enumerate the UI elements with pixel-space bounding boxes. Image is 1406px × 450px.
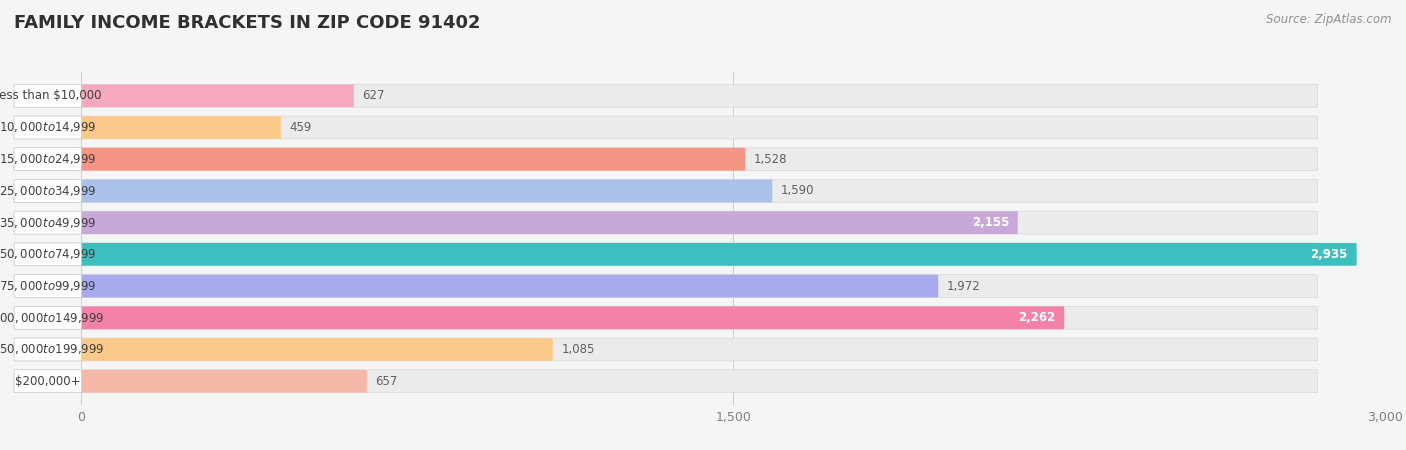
Text: 627: 627 <box>363 89 385 102</box>
FancyBboxPatch shape <box>82 180 772 202</box>
Text: $10,000 to $14,999: $10,000 to $14,999 <box>0 121 97 135</box>
FancyBboxPatch shape <box>14 338 1317 361</box>
Text: 1,528: 1,528 <box>754 153 787 166</box>
FancyBboxPatch shape <box>14 84 1317 107</box>
Text: 657: 657 <box>375 375 398 388</box>
Text: $200,000+: $200,000+ <box>15 375 80 388</box>
Text: $15,000 to $24,999: $15,000 to $24,999 <box>0 152 97 166</box>
FancyBboxPatch shape <box>14 306 82 329</box>
FancyBboxPatch shape <box>14 370 1317 393</box>
Text: $100,000 to $149,999: $100,000 to $149,999 <box>0 311 104 325</box>
Text: $50,000 to $74,999: $50,000 to $74,999 <box>0 248 97 261</box>
Text: 1,590: 1,590 <box>780 184 814 198</box>
Text: $35,000 to $49,999: $35,000 to $49,999 <box>0 216 97 230</box>
Text: 2,262: 2,262 <box>1018 311 1056 324</box>
Text: 2,935: 2,935 <box>1310 248 1348 261</box>
FancyBboxPatch shape <box>14 306 1317 329</box>
FancyBboxPatch shape <box>14 338 82 361</box>
FancyBboxPatch shape <box>14 370 82 393</box>
FancyBboxPatch shape <box>82 338 553 361</box>
FancyBboxPatch shape <box>14 148 1317 171</box>
FancyBboxPatch shape <box>14 116 1317 139</box>
FancyBboxPatch shape <box>82 116 281 139</box>
Text: 2,155: 2,155 <box>972 216 1010 229</box>
FancyBboxPatch shape <box>14 148 82 171</box>
FancyBboxPatch shape <box>82 274 938 297</box>
Text: $75,000 to $99,999: $75,000 to $99,999 <box>0 279 97 293</box>
FancyBboxPatch shape <box>14 116 82 139</box>
FancyBboxPatch shape <box>82 370 367 393</box>
Text: $150,000 to $199,999: $150,000 to $199,999 <box>0 342 104 356</box>
FancyBboxPatch shape <box>14 180 1317 202</box>
FancyBboxPatch shape <box>14 180 82 202</box>
FancyBboxPatch shape <box>82 148 745 171</box>
FancyBboxPatch shape <box>14 274 1317 297</box>
Text: 459: 459 <box>290 121 312 134</box>
Text: 1,085: 1,085 <box>561 343 595 356</box>
FancyBboxPatch shape <box>14 243 82 266</box>
Text: Less than $10,000: Less than $10,000 <box>0 89 103 102</box>
FancyBboxPatch shape <box>14 211 82 234</box>
Text: $25,000 to $34,999: $25,000 to $34,999 <box>0 184 97 198</box>
FancyBboxPatch shape <box>82 84 354 107</box>
FancyBboxPatch shape <box>14 84 82 107</box>
FancyBboxPatch shape <box>82 306 1064 329</box>
Text: 1,972: 1,972 <box>946 279 980 292</box>
Text: Source: ZipAtlas.com: Source: ZipAtlas.com <box>1267 14 1392 27</box>
Text: FAMILY INCOME BRACKETS IN ZIP CODE 91402: FAMILY INCOME BRACKETS IN ZIP CODE 91402 <box>14 14 481 32</box>
FancyBboxPatch shape <box>14 211 1317 234</box>
FancyBboxPatch shape <box>14 243 1317 266</box>
FancyBboxPatch shape <box>82 211 1018 234</box>
FancyBboxPatch shape <box>82 243 1357 266</box>
FancyBboxPatch shape <box>14 274 82 297</box>
